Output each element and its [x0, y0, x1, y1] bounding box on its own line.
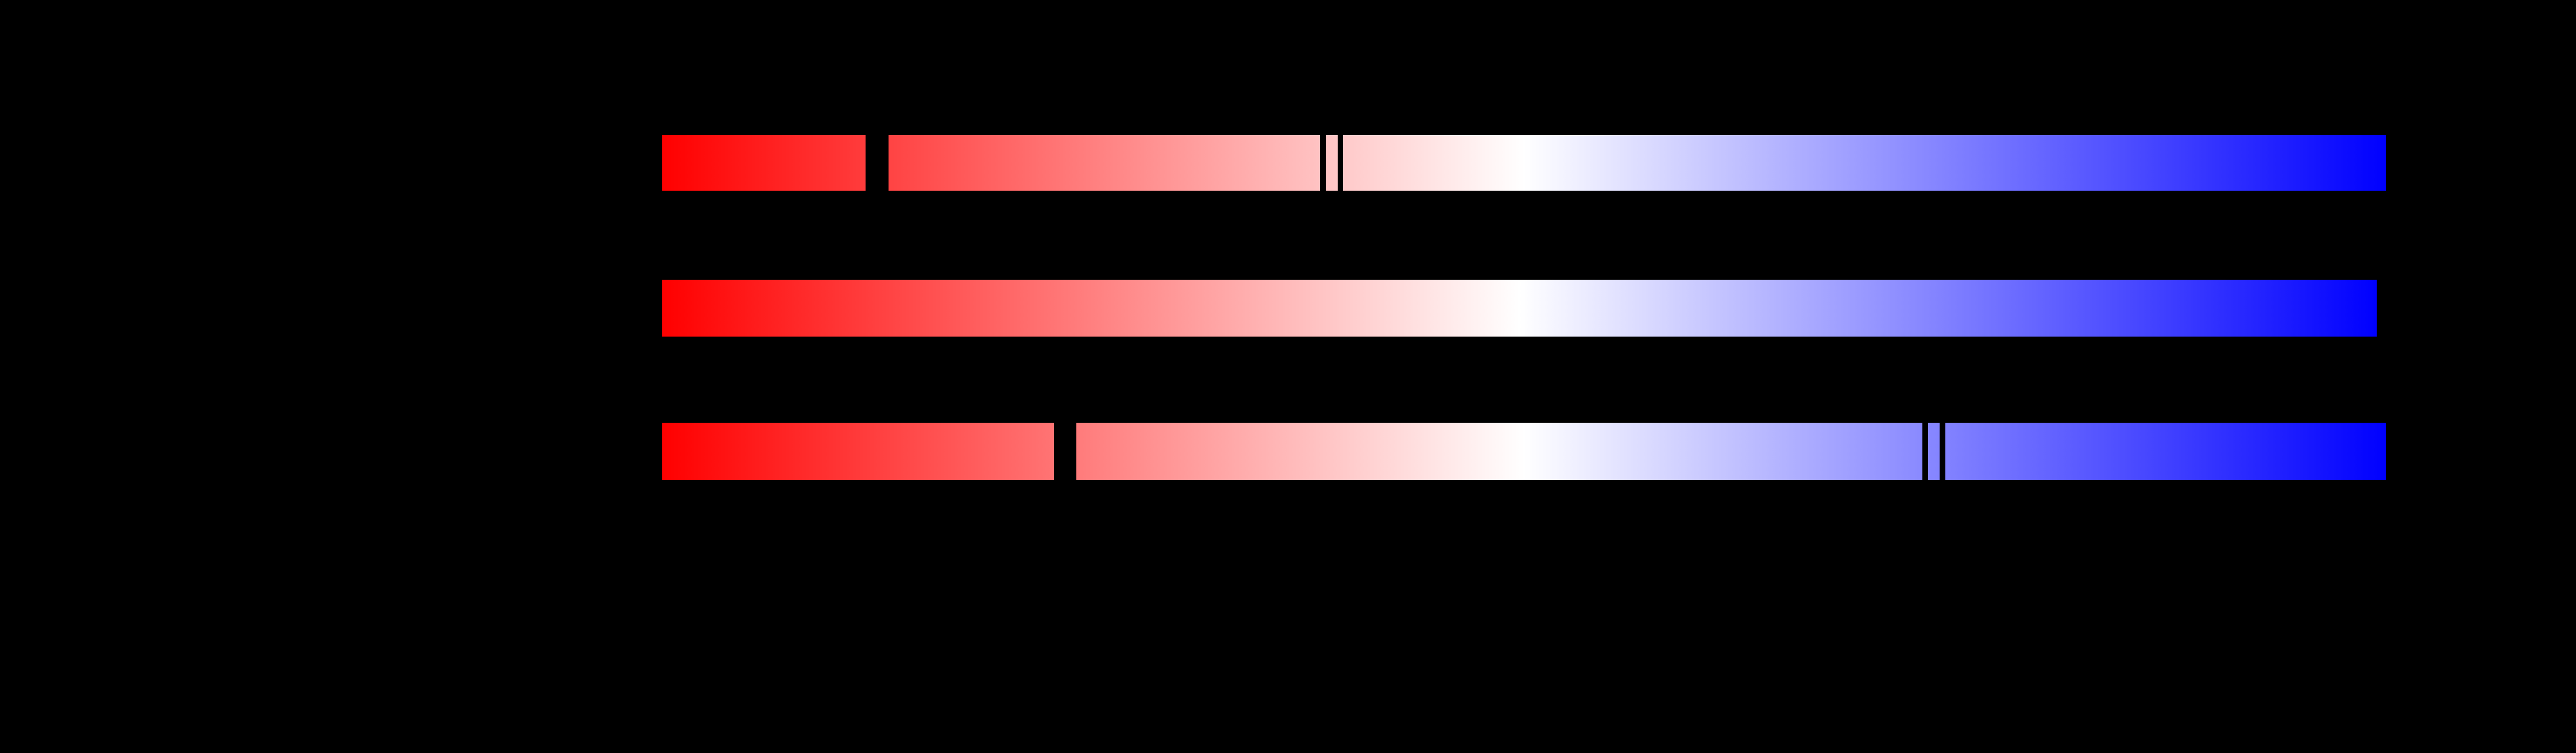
gradient-bar-bottom-strip — [662, 422, 2386, 481]
bar-gap — [1320, 134, 1326, 191]
gradient-bar-top-strip — [662, 134, 2386, 191]
bar-gap — [1940, 422, 1945, 481]
bar-gap — [1338, 134, 1343, 191]
bar-gap — [1054, 422, 1076, 481]
gradient-bar-middle-strip — [662, 280, 2377, 337]
bar-gap — [866, 134, 889, 191]
bar-gap — [1922, 422, 1928, 481]
